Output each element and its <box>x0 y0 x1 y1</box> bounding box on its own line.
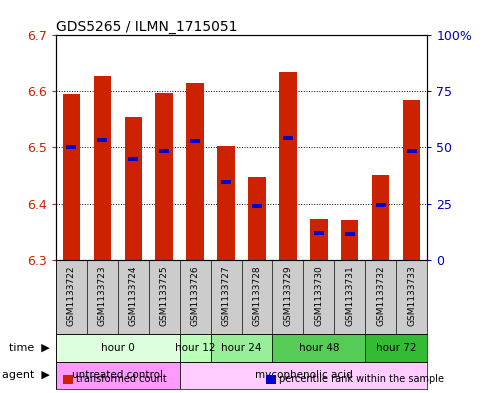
Text: GSM1133724: GSM1133724 <box>128 266 138 326</box>
Bar <box>98 138 107 142</box>
FancyBboxPatch shape <box>366 334 427 362</box>
Text: GSM1133723: GSM1133723 <box>98 266 107 326</box>
Bar <box>376 203 385 207</box>
Bar <box>221 180 231 184</box>
Text: GSM1133732: GSM1133732 <box>376 266 385 326</box>
Text: hour 0: hour 0 <box>100 343 134 353</box>
Bar <box>280 72 297 259</box>
Bar <box>366 259 397 334</box>
FancyBboxPatch shape <box>211 334 272 362</box>
Bar <box>252 204 262 208</box>
Text: GSM1133729: GSM1133729 <box>284 266 293 326</box>
Text: mycophenolic acid: mycophenolic acid <box>255 370 353 380</box>
Bar <box>117 259 149 334</box>
Bar <box>149 259 180 334</box>
FancyBboxPatch shape <box>56 334 180 362</box>
Bar <box>159 149 169 153</box>
Bar <box>284 136 293 140</box>
Text: hour 72: hour 72 <box>376 343 417 353</box>
Bar <box>66 145 76 149</box>
Text: agent  ▶: agent ▶ <box>2 370 50 380</box>
Text: GSM1133727: GSM1133727 <box>222 266 230 326</box>
Text: time  ▶: time ▶ <box>9 343 50 353</box>
Bar <box>125 117 142 259</box>
Text: transformed count: transformed count <box>76 374 167 384</box>
Bar <box>397 259 427 334</box>
Bar <box>341 220 358 259</box>
Bar <box>56 259 86 334</box>
Bar <box>128 157 138 161</box>
Text: GSM1133733: GSM1133733 <box>408 266 416 326</box>
Text: untreated control: untreated control <box>72 370 163 380</box>
Text: hour 48: hour 48 <box>298 343 339 353</box>
Bar <box>407 149 417 153</box>
Bar <box>314 231 324 235</box>
Text: hour 24: hour 24 <box>221 343 262 353</box>
Bar <box>94 76 111 259</box>
Text: GSM1133728: GSM1133728 <box>253 266 261 326</box>
Bar <box>156 93 172 259</box>
Bar <box>186 83 203 259</box>
Bar <box>62 94 80 259</box>
Bar <box>242 259 272 334</box>
FancyBboxPatch shape <box>180 334 211 362</box>
Text: hour 12: hour 12 <box>175 343 215 353</box>
Bar <box>180 259 211 334</box>
Bar <box>372 176 389 259</box>
Bar <box>334 259 366 334</box>
Text: GSM1133726: GSM1133726 <box>190 266 199 326</box>
FancyBboxPatch shape <box>180 362 427 389</box>
Bar <box>86 259 117 334</box>
FancyBboxPatch shape <box>272 334 366 362</box>
FancyBboxPatch shape <box>56 362 180 389</box>
Bar <box>345 232 355 236</box>
Bar <box>248 177 266 259</box>
Bar <box>311 219 327 259</box>
Text: GSM1133731: GSM1133731 <box>345 266 355 326</box>
Bar <box>190 139 199 143</box>
Text: GDS5265 / ILMN_1715051: GDS5265 / ILMN_1715051 <box>56 20 237 34</box>
Text: GSM1133730: GSM1133730 <box>314 266 324 326</box>
Text: GSM1133725: GSM1133725 <box>159 266 169 326</box>
Bar <box>303 259 334 334</box>
Bar <box>272 259 303 334</box>
Bar <box>217 146 235 259</box>
Text: GSM1133722: GSM1133722 <box>67 266 75 326</box>
Bar <box>211 259 242 334</box>
Bar <box>403 100 421 259</box>
Text: percentile rank within the sample: percentile rank within the sample <box>279 374 444 384</box>
